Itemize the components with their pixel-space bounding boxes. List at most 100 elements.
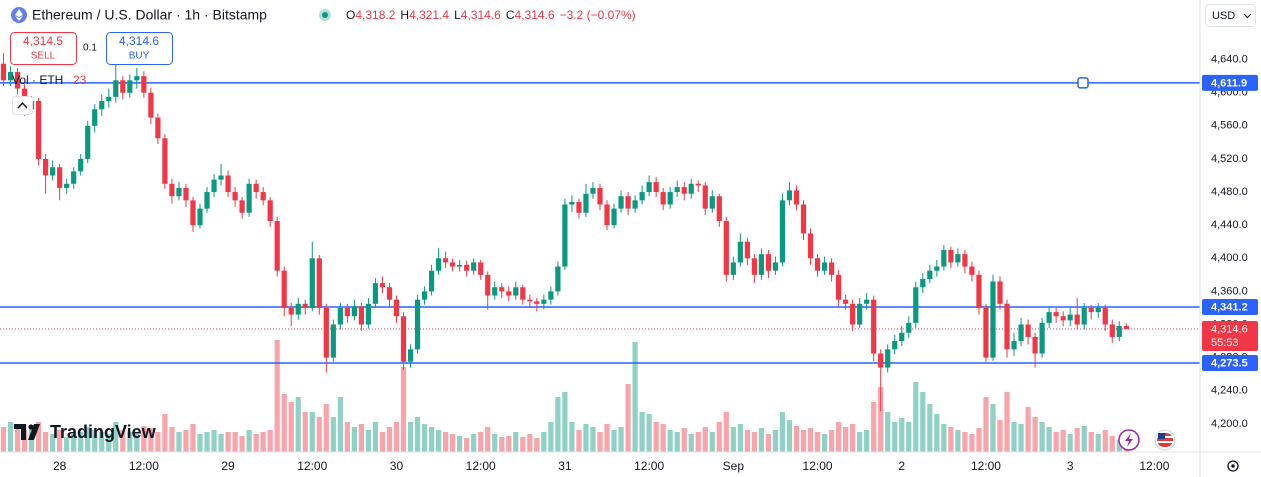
- assistant-glyph: [1125, 433, 1133, 447]
- volume-bar: [35, 422, 42, 452]
- volume-bar: [169, 427, 175, 452]
- o-label: O: [346, 8, 355, 22]
- buy-button[interactable]: [106, 32, 173, 65]
- volume-value: 23: [73, 73, 87, 87]
- volume-bar: [1095, 434, 1101, 452]
- y-tick-label: 4,480.0: [1211, 186, 1248, 198]
- last-price-box: [1202, 320, 1258, 351]
- l-label: L: [454, 8, 461, 22]
- candle-body: [920, 278, 926, 288]
- currency-button[interactable]: [1205, 4, 1256, 27]
- candle-body: [828, 262, 835, 275]
- candle-body: [765, 254, 772, 271]
- symbol-title[interactable]: Ethereum / U.S. Dollar · 1h · Bitstamp: [32, 7, 267, 23]
- volume-bar: [934, 414, 940, 452]
- volume-bar: [955, 430, 961, 452]
- volume-bar: [113, 422, 119, 452]
- volume-bar: [485, 427, 491, 452]
- h-label: H: [400, 8, 409, 22]
- candle-body: [709, 196, 715, 209]
- volume-bar: [962, 432, 968, 452]
- logo-mark[interactable]: [14, 424, 40, 440]
- volume-bar: [625, 384, 631, 452]
- candle-body: [99, 100, 105, 110]
- candle-body: [758, 254, 765, 275]
- candle-body: [155, 117, 161, 139]
- volume-bar: [239, 436, 245, 452]
- candle-body: [7, 72, 14, 81]
- candle-body: [576, 201, 582, 213]
- line-price-label: 4,273.5: [1211, 357, 1248, 369]
- line-handle[interactable]: [1077, 77, 1089, 89]
- volume-bar: [562, 392, 568, 452]
- candle-body: [1004, 303, 1010, 350]
- volume-bar: [57, 430, 63, 452]
- volume-bar: [471, 434, 477, 452]
- candle-body: [365, 303, 372, 325]
- volume-bar: [64, 437, 70, 452]
- ohlc-legend: O4,318.2 H4,321.4 L4,314.6 C4,314.6 −3.2 (−0…: [346, 8, 636, 22]
- collapse-button[interactable]: [12, 96, 33, 115]
- volume-bar: [246, 430, 252, 452]
- volume-bar: [400, 367, 407, 452]
- candle-body: [1053, 312, 1059, 317]
- volume-bar: [948, 427, 954, 452]
- volume-bar: [674, 432, 680, 452]
- volume-bar: [920, 392, 926, 452]
- volume-bar: [520, 437, 526, 452]
- volume-bar: [1011, 422, 1017, 452]
- candle-body: [723, 221, 729, 275]
- candle-body: [555, 266, 561, 292]
- buy-price: 4,314.6: [119, 34, 159, 48]
- volume-bar: [1032, 417, 1038, 452]
- y-tick-label: 4,560.0: [1211, 120, 1248, 132]
- volume-bar: [864, 430, 870, 452]
- candle-body: [562, 204, 568, 267]
- candle-body: [274, 221, 280, 271]
- candle-body: [660, 192, 666, 205]
- volume-bar: [793, 426, 800, 452]
- volume-bar: [828, 430, 835, 452]
- volume-bar: [14, 424, 21, 452]
- sell-price: 4,314.5: [23, 34, 63, 48]
- candle-body: [534, 301, 540, 304]
- candle-body: [786, 190, 793, 201]
- volume-bar: [85, 427, 91, 452]
- x-tick-label: 2: [898, 459, 905, 473]
- candle-body: [485, 274, 491, 296]
- logo-text[interactable]: TradingView: [50, 422, 157, 442]
- candle-body: [583, 193, 589, 213]
- volume-bar: [120, 430, 126, 452]
- flag-canton: [1158, 433, 1165, 439]
- candle-body: [471, 262, 477, 271]
- candle-body: [197, 208, 203, 226]
- candle-body: [1081, 307, 1087, 325]
- volume-bar: [569, 422, 575, 452]
- candle-body: [892, 341, 898, 350]
- volume-bar: [1081, 426, 1087, 452]
- volume-bar: [309, 412, 315, 452]
- candle-body: [730, 262, 736, 275]
- candle-body: [428, 270, 435, 292]
- candle-body: [667, 192, 673, 205]
- candle-body: [120, 80, 126, 93]
- candle-body: [450, 262, 456, 267]
- volume-bar: [1046, 427, 1052, 452]
- candle-body: [421, 291, 428, 300]
- settings-icon[interactable]: [1227, 460, 1239, 472]
- volume-bar: [372, 422, 379, 452]
- volume-bar: [807, 428, 814, 452]
- sell-label: SELL: [31, 51, 56, 62]
- volume-bar: [913, 382, 919, 452]
- candle-body: [653, 182, 659, 193]
- candle-body: [990, 281, 996, 358]
- volume-bar: [351, 427, 357, 452]
- volume-bar: [162, 414, 168, 452]
- volume-bar: [1116, 440, 1122, 452]
- sell-button[interactable]: [10, 32, 77, 65]
- candle-body: [414, 299, 421, 350]
- candle-body: [878, 353, 884, 368]
- candle-body: [50, 167, 56, 176]
- candle-body: [344, 307, 350, 317]
